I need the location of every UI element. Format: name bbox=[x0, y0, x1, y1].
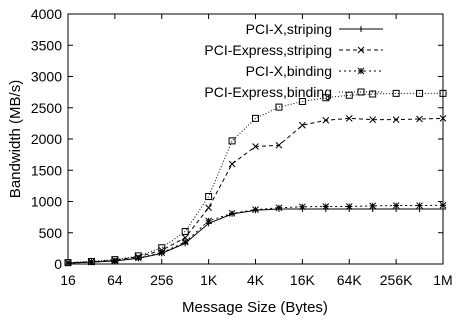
data-point bbox=[299, 203, 306, 211]
data-point bbox=[158, 244, 166, 252]
data-point bbox=[392, 116, 400, 123]
legend-item: PCI-Express,binding bbox=[204, 84, 383, 100]
data-point bbox=[181, 238, 189, 246]
data-point bbox=[275, 204, 283, 212]
legend-item: PCI-X,binding bbox=[246, 63, 383, 79]
x-tick-label: 16K bbox=[290, 272, 316, 288]
data-point bbox=[87, 258, 95, 265]
data-point bbox=[439, 201, 447, 209]
data-point bbox=[275, 141, 283, 149]
series-line bbox=[67, 117, 444, 264]
x-tick-label: 64K bbox=[337, 272, 363, 288]
x-tick-label: 64 bbox=[107, 272, 123, 288]
data-point bbox=[369, 202, 377, 210]
legend-label: PCI-X,binding bbox=[246, 63, 332, 79]
data-point bbox=[392, 202, 400, 209]
data-point bbox=[439, 115, 447, 122]
x-tick-label: 256 bbox=[150, 272, 174, 288]
y-axis-ticks: 0 500 1000 1500 2000 2500 3000 3500 4000 bbox=[31, 6, 443, 272]
legend-marker bbox=[358, 26, 364, 32]
y-tick-label: 3000 bbox=[31, 69, 62, 85]
data-point bbox=[181, 228, 189, 235]
data-point bbox=[275, 103, 283, 111]
data-point bbox=[369, 116, 377, 123]
y-tick-label: 0 bbox=[54, 256, 62, 272]
data-point bbox=[439, 89, 447, 97]
legend-marker bbox=[357, 88, 365, 96]
data-point bbox=[322, 116, 330, 124]
data-point bbox=[205, 204, 212, 212]
data-point bbox=[416, 115, 423, 123]
legend-marker bbox=[357, 67, 365, 75]
series-line bbox=[67, 204, 444, 264]
data-point bbox=[252, 206, 259, 213]
data-point bbox=[64, 259, 72, 267]
x-axis-label: Message Size (Bytes) bbox=[182, 299, 328, 316]
series-2 bbox=[64, 115, 447, 267]
data-point bbox=[392, 89, 400, 97]
series-4 bbox=[64, 89, 447, 267]
series-3 bbox=[64, 201, 447, 267]
data-point bbox=[134, 254, 142, 262]
y-tick-label: 1000 bbox=[31, 194, 62, 210]
legend-marker bbox=[357, 46, 365, 54]
x-tick-label: 16 bbox=[60, 272, 76, 288]
x-tick-label: 256K bbox=[380, 272, 413, 288]
data-point bbox=[322, 203, 330, 210]
data-point bbox=[298, 98, 306, 105]
x-tick-label: 1K bbox=[200, 272, 218, 288]
x-tick-label: 4K bbox=[247, 272, 265, 288]
y-tick-label: 3500 bbox=[31, 37, 62, 53]
data-point bbox=[345, 203, 353, 210]
y-tick-label: 1500 bbox=[31, 162, 62, 178]
data-point bbox=[345, 91, 353, 99]
data-point bbox=[345, 115, 353, 122]
data-point bbox=[228, 137, 236, 145]
series-line bbox=[67, 208, 443, 264]
data-point bbox=[416, 89, 424, 97]
data-point bbox=[252, 114, 259, 122]
legend: PCI-X,striping PCI-Express,striping PCI-X,… bbox=[204, 21, 383, 100]
x-tick-label: 1M bbox=[433, 272, 452, 288]
data-point bbox=[205, 193, 213, 200]
data-point bbox=[228, 210, 236, 217]
y-tick-label: 2000 bbox=[31, 131, 62, 147]
legend-label: PCI-Express,binding bbox=[204, 84, 332, 100]
data-point bbox=[252, 143, 259, 150]
data-point bbox=[299, 121, 306, 129]
series-1 bbox=[65, 206, 446, 267]
series-layer bbox=[64, 89, 447, 267]
legend-item: PCI-Express,striping bbox=[204, 42, 383, 58]
legend-label: PCI-Express,striping bbox=[204, 42, 332, 58]
data-point bbox=[134, 252, 142, 260]
x-axis-ticks: 16 64 256 1K 4K 16K 64K 256K 1M bbox=[60, 14, 453, 288]
data-point bbox=[64, 259, 72, 267]
y-tick-label: 4000 bbox=[31, 6, 62, 22]
data-point bbox=[369, 90, 377, 98]
y-tick-label: 500 bbox=[39, 225, 63, 241]
legend-item: PCI-X,striping bbox=[246, 21, 383, 37]
data-point bbox=[228, 160, 236, 168]
y-tick-label: 2500 bbox=[31, 100, 62, 116]
data-point bbox=[416, 202, 423, 209]
legend-label: PCI-X,striping bbox=[246, 21, 332, 37]
data-point bbox=[205, 217, 212, 225]
data-point bbox=[111, 256, 119, 264]
y-axis-label: Bandwidth (MB/s) bbox=[7, 80, 24, 198]
series-line bbox=[67, 92, 443, 264]
data-point bbox=[322, 94, 330, 102]
